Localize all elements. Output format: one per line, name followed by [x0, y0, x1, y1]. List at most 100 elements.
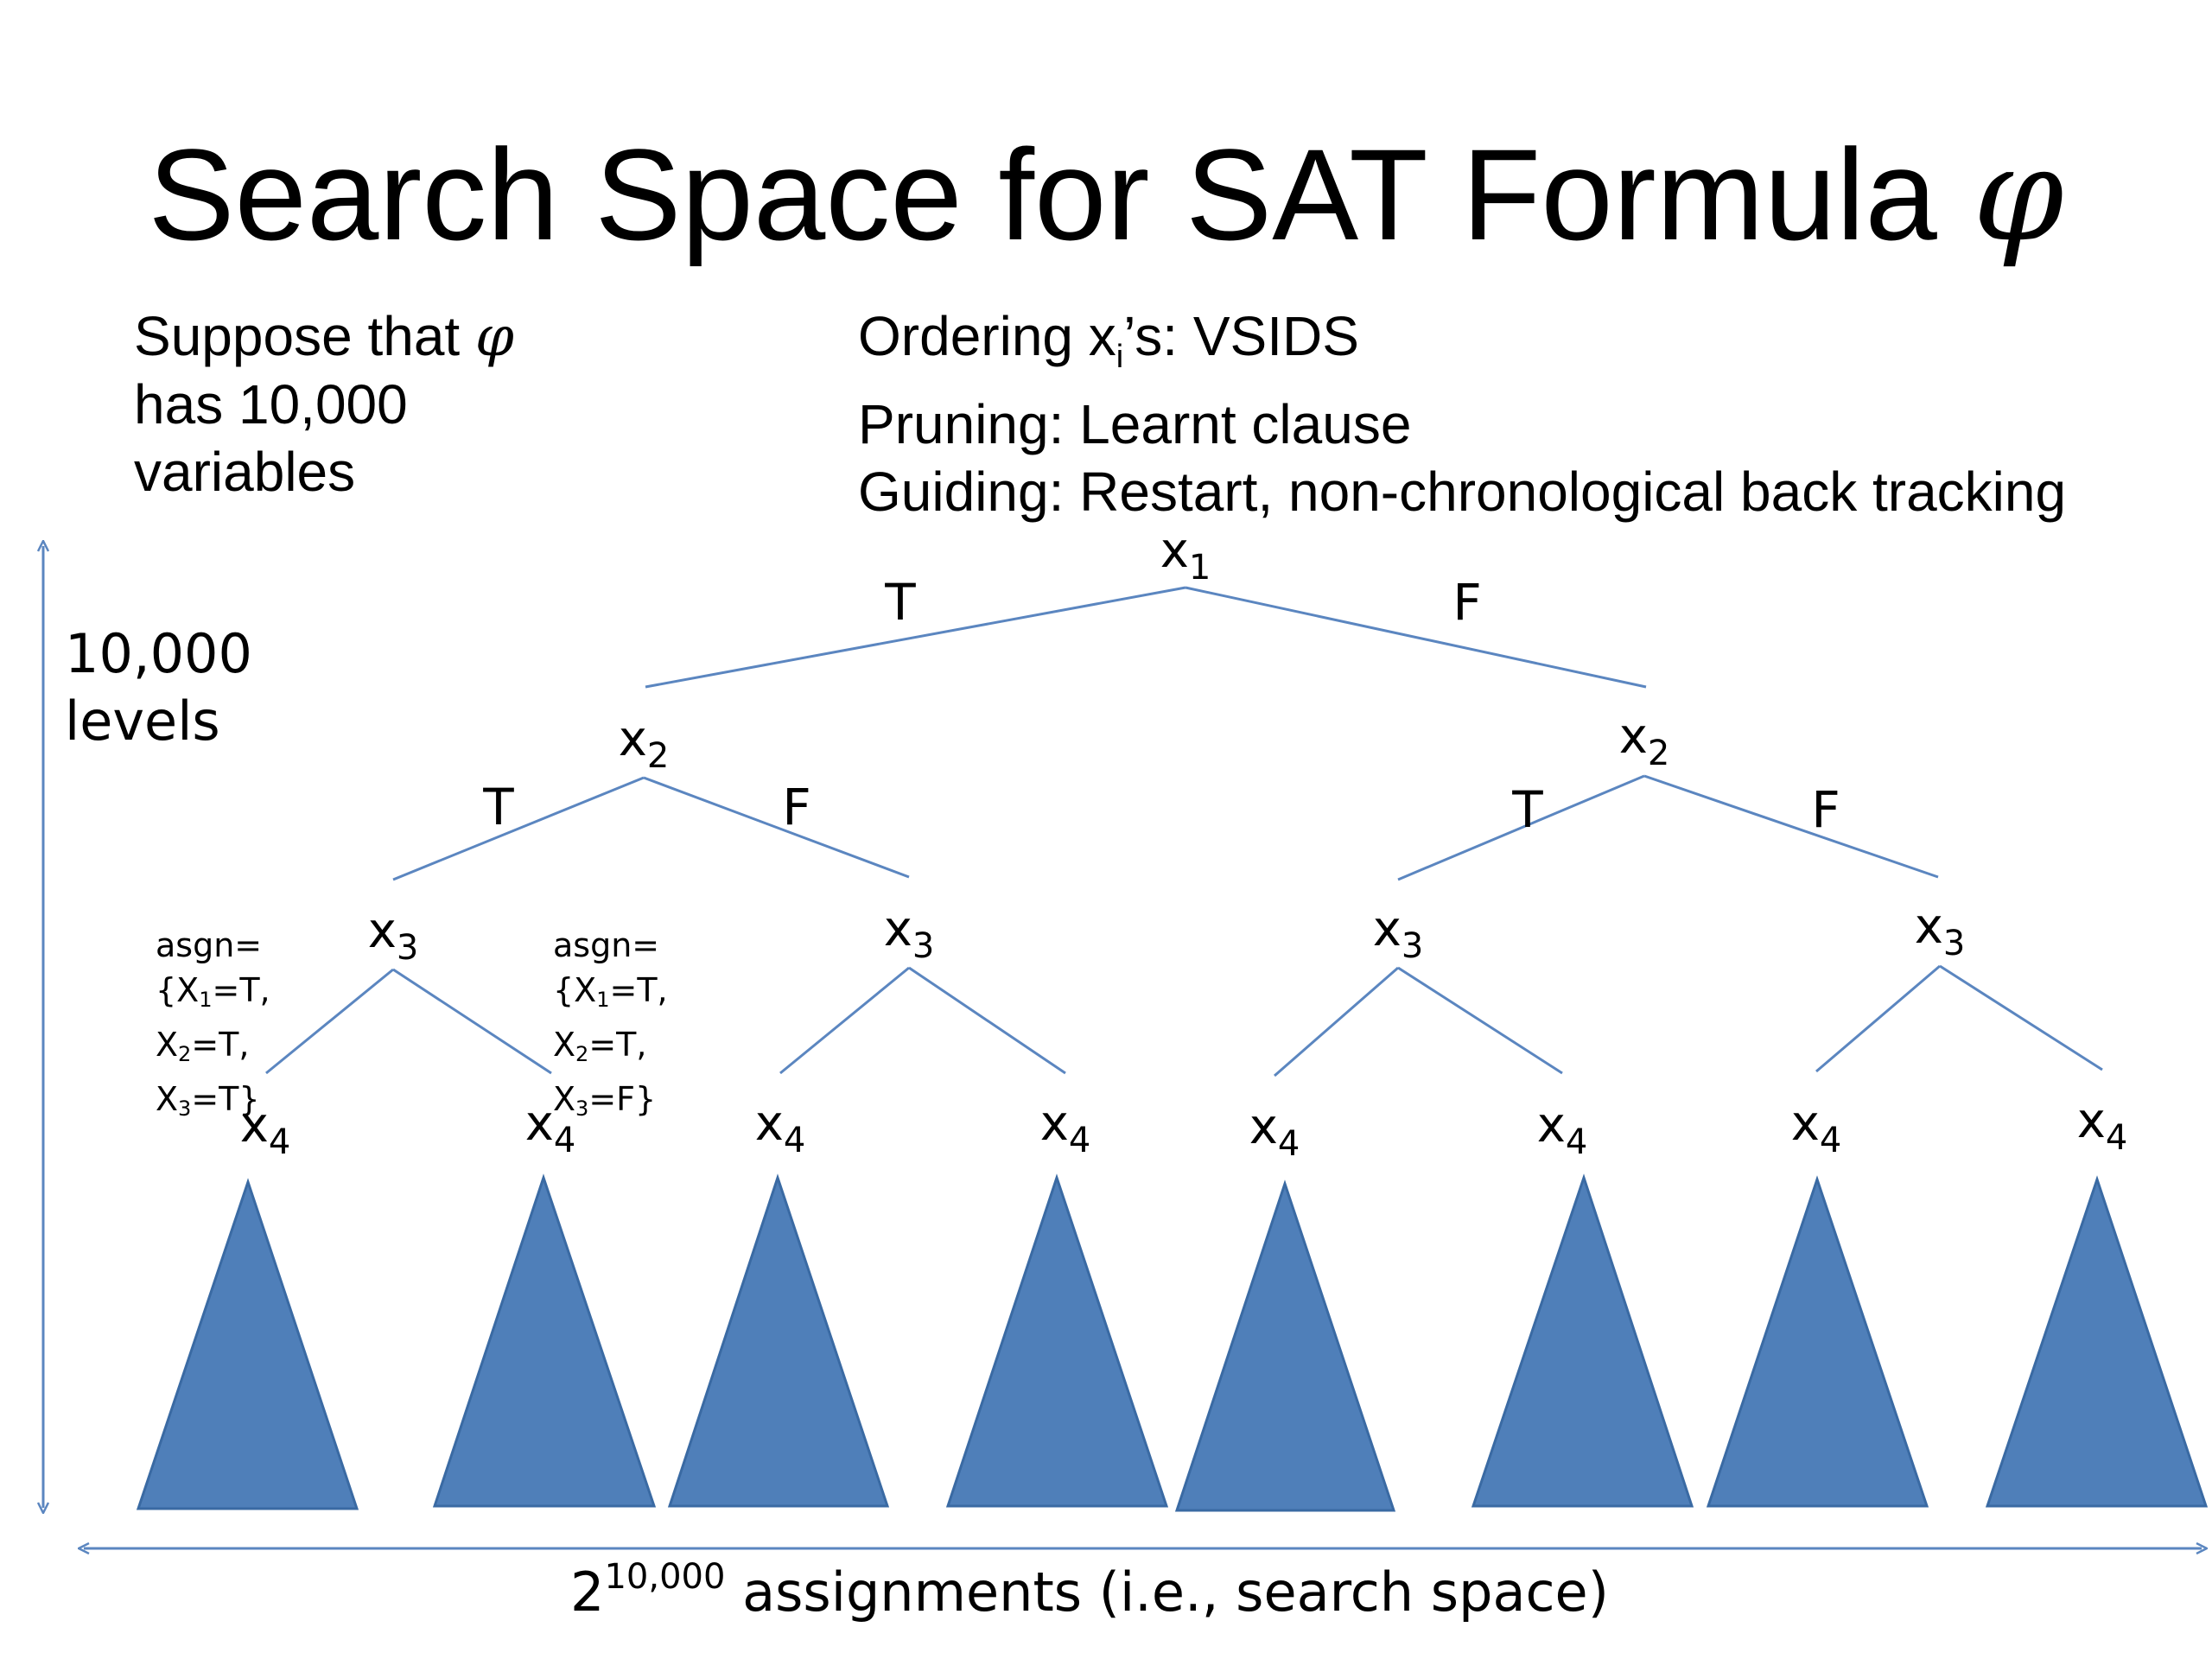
node-sub: 1 [1188, 548, 1211, 588]
subtree-triangle [432, 1173, 657, 1508]
edge-x2b-t [1397, 774, 1645, 881]
node-x4: x4 [1040, 1096, 1091, 1160]
node-var: x [1249, 1099, 1278, 1155]
node-var: x [754, 1096, 784, 1152]
node-sub: 4 [2105, 1118, 2128, 1158]
node-sub: 3 [396, 928, 419, 968]
node-x4: x4 [2077, 1093, 2128, 1158]
node-var: x [1039, 1096, 1069, 1152]
node-x3: x3 [1373, 901, 1424, 966]
node-x4: x4 [1791, 1096, 1842, 1160]
node-var: x [524, 1096, 554, 1152]
node-sub: 3 [1401, 926, 1424, 966]
levels-label: 10,000 levels [65, 620, 252, 755]
asgn-line: X2=T, [553, 1026, 647, 1066]
subtree-triangle [1471, 1173, 1694, 1508]
node-var: x [618, 711, 647, 767]
asgn-line: X3=F} [553, 1080, 657, 1121]
search-space-base: 2 [570, 1560, 605, 1624]
node-x3: x3 [884, 901, 935, 966]
node-var: x [1790, 1096, 1820, 1152]
node-var: x [1160, 523, 1189, 579]
asgn-head: asgn= [156, 926, 263, 964]
assignment-annotation: asgn= {X1=T, X2=T, X3=T} [156, 923, 270, 1131]
subtrees [136, 1173, 2209, 1512]
assignment-annotation: asgn= {X1=T, X2=T, X3=F} [553, 923, 668, 1131]
node-sub: 2 [1647, 734, 1670, 773]
node-sub: 4 [1819, 1121, 1842, 1160]
note-right-line3: Guiding: Restart, non-chronological back… [858, 460, 2067, 523]
variables-note: Suppose that φ has 10,000 variables [134, 302, 514, 505]
heuristics-note: Ordering xi’s: VSIDS Pruning: Learnt cla… [858, 302, 2066, 525]
asgn-line: X3=T} [156, 1080, 260, 1121]
edge-label-false: F [1452, 573, 1482, 632]
edge-label-true: T [885, 573, 916, 632]
node-sub: 4 [1277, 1124, 1300, 1164]
edge-x2a-f [643, 776, 910, 879]
node-var: x [883, 901, 912, 957]
subtree-triangle [667, 1173, 890, 1508]
note-right-line1: Ordering xi’s: VSIDS [858, 302, 2066, 391]
ordering-suffix: ’s: VSIDS [1123, 305, 1359, 367]
node-var: x [1618, 709, 1648, 765]
node-sub: 4 [783, 1121, 806, 1160]
node-x4: x4 [240, 1097, 291, 1162]
node-x4: x4 [1537, 1097, 1588, 1162]
asgn-line: {X1=T, [553, 971, 668, 1012]
search-space-label: 210,000 assignments (i.e., search space) [570, 1557, 1609, 1624]
note-left-line1: Suppose that φ [134, 302, 514, 371]
note-left-line3: variables [134, 441, 356, 503]
phi-symbol-small: φ [474, 305, 514, 369]
node-x2: x2 [1619, 709, 1670, 773]
node-sub: 3 [1942, 924, 1966, 963]
subtree-triangle [1985, 1175, 2209, 1508]
edge-label-false: F [1811, 780, 1840, 839]
note-left-line1-text: Suppose that [134, 305, 475, 367]
asgn-line: {X1=T, [156, 971, 270, 1012]
subtree-triangle [136, 1178, 359, 1510]
ordering-sub: i [1116, 338, 1124, 375]
subtree-triangle [1706, 1175, 1929, 1508]
node-sub: 3 [912, 926, 935, 966]
note-left-line2: has 10,000 [134, 373, 408, 435]
edge-x3b-t [779, 966, 910, 1075]
node-x1: x1 [1160, 523, 1211, 588]
title-text: Search Space for SAT Formula [148, 122, 1974, 267]
node-var: x [1372, 901, 1402, 957]
edge-x3c-t [1274, 966, 1399, 1077]
node-x2: x2 [619, 711, 670, 776]
edge-x2b-f [1643, 774, 1939, 879]
edge-x3a-f [392, 968, 552, 1075]
asgn-head: asgn= [553, 926, 660, 964]
asgn-line: X2=T, [156, 1026, 250, 1066]
node-sub: 4 [1565, 1122, 1588, 1162]
node-x3: x3 [1915, 899, 1966, 963]
node-var: x [367, 903, 397, 959]
edge-x1-t [645, 586, 1186, 689]
edge-x3d-f [1939, 964, 2103, 1071]
search-space-exponent: 10,000 [604, 1557, 726, 1597]
note-right-line2: Pruning: Learnt clause [858, 392, 1412, 455]
ordering-prefix: Ordering x [858, 305, 1116, 367]
edge-x3d-t [1815, 964, 1941, 1073]
edge-label-false: F [782, 778, 811, 836]
search-space-suffix: assignments (i.e., search space) [725, 1560, 1609, 1624]
node-var: x [2076, 1093, 2106, 1149]
node-x4: x4 [525, 1096, 576, 1160]
node-var: x [1536, 1097, 1566, 1154]
node-x4: x4 [755, 1096, 806, 1160]
subtree-triangle [1174, 1179, 1396, 1512]
edge-x3a-t [265, 968, 394, 1075]
edge-label-true: T [483, 778, 514, 836]
node-sub: 4 [268, 1122, 291, 1162]
node-var: x [239, 1097, 269, 1154]
page-title: Search Space for SAT Formula φ [0, 130, 2212, 260]
edge-x2a-t [392, 776, 645, 881]
edge-x1-f [1185, 586, 1647, 689]
node-sub: 2 [646, 736, 670, 776]
levels-count: 10,000 [65, 622, 252, 685]
subtree-triangle [945, 1173, 1169, 1508]
node-x3: x3 [368, 903, 419, 968]
phi-symbol: φ [1973, 120, 2064, 270]
